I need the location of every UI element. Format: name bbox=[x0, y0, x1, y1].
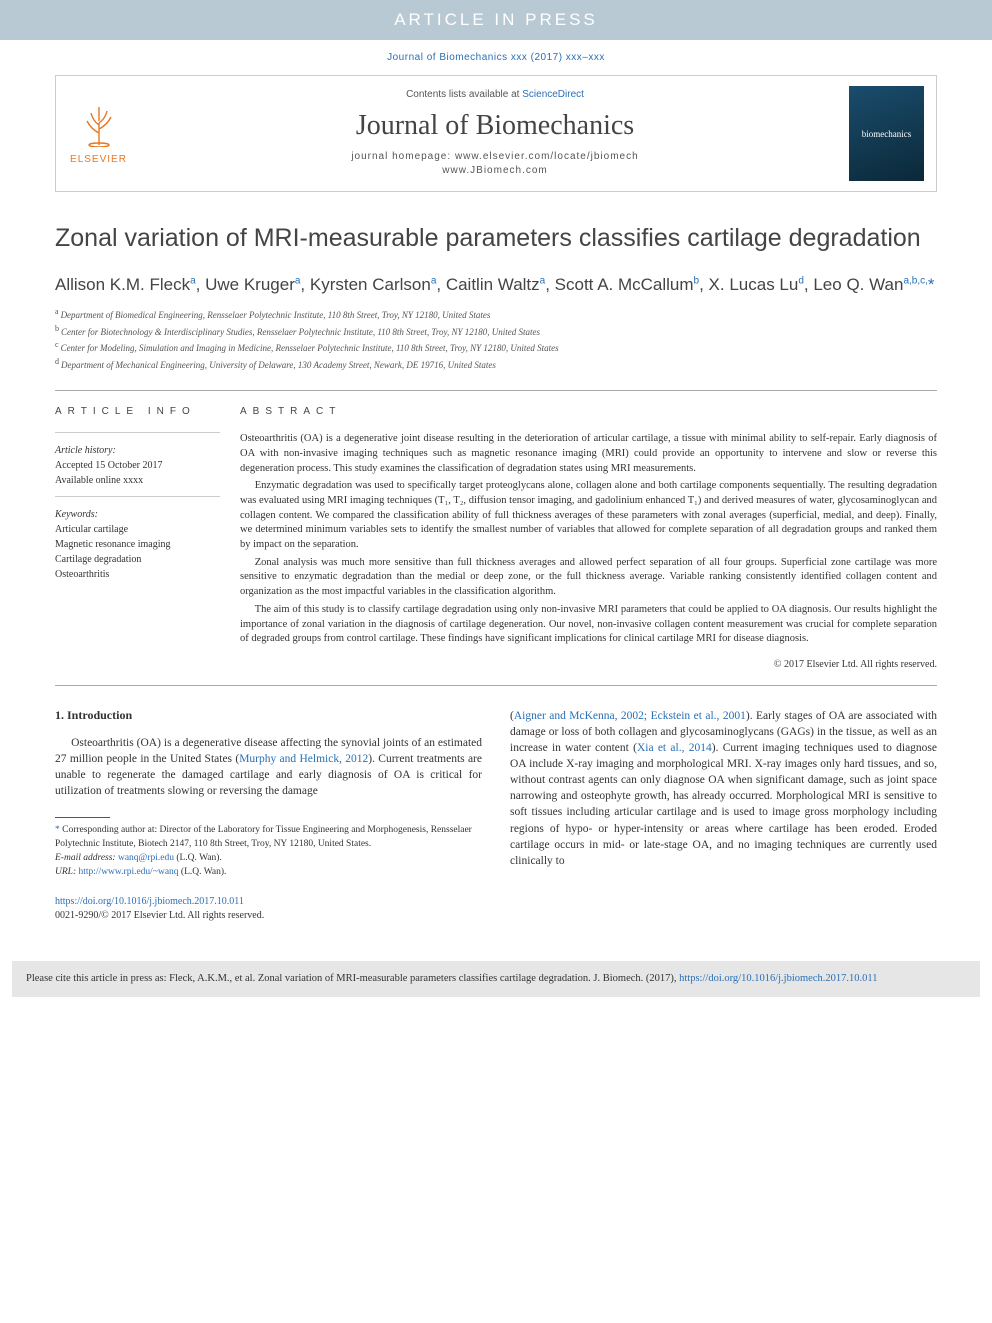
email-label: E-mail address: bbox=[55, 853, 116, 863]
journal-header: ELSEVIER Contents lists available at Sci… bbox=[55, 75, 937, 192]
article-title: Zonal variation of MRI-measurable parame… bbox=[55, 222, 937, 255]
elsevier-text: ELSEVIER bbox=[66, 154, 131, 165]
keywords-label: Keywords: bbox=[55, 507, 220, 522]
article-in-press-banner: ARTICLE IN PRESS bbox=[0, 0, 992, 40]
issn-copyright: 0021-9290/© 2017 Elsevier Ltd. All right… bbox=[55, 910, 264, 921]
section-heading-intro: 1. Introduction bbox=[55, 708, 482, 723]
contents-available: Contents lists available at ScienceDirec… bbox=[141, 89, 849, 100]
affiliation-line: aDepartment of Biomedical Engineering, R… bbox=[55, 306, 937, 323]
contents-prefix: Contents lists available at bbox=[406, 89, 522, 100]
journal-cover-thumbnail: biomechanics bbox=[849, 86, 924, 181]
corresponding-author-note: * Corresponding author at: Director of t… bbox=[55, 824, 482, 851]
abstract-paragraph: The aim of this study is to classify car… bbox=[240, 603, 937, 647]
affiliation-line: dDepartment of Mechanical Engineering, U… bbox=[55, 356, 937, 373]
keyword: Magnetic resonance imaging bbox=[55, 537, 220, 552]
body-column-right: (Aigner and McKenna, 2002; Eckstein et a… bbox=[510, 708, 937, 924]
keyword: Osteoarthritis bbox=[55, 567, 220, 582]
affiliations: aDepartment of Biomedical Engineering, R… bbox=[55, 306, 937, 372]
citation-footer-doi-link[interactable]: https://doi.org/10.1016/j.jbiomech.2017.… bbox=[679, 973, 877, 984]
email-link[interactable]: wanq@rpi.edu bbox=[118, 853, 174, 863]
doi-block: https://doi.org/10.1016/j.jbiomech.2017.… bbox=[55, 895, 482, 923]
article-info-sidebar: ARTICLE INFO Article history: Accepted 1… bbox=[55, 406, 240, 670]
doi-link[interactable]: https://doi.org/10.1016/j.jbiomech.2017.… bbox=[55, 896, 244, 907]
article-info-label: ARTICLE INFO bbox=[55, 406, 220, 417]
sciencedirect-link[interactable]: ScienceDirect bbox=[522, 89, 584, 100]
citation-footer: Please cite this article in press as: Fl… bbox=[12, 961, 980, 997]
abstract-copyright: © 2017 Elsevier Ltd. All rights reserved… bbox=[240, 659, 937, 670]
affiliation-line: cCenter for Modeling, Simulation and Ima… bbox=[55, 339, 937, 356]
keyword: Articular cartilage bbox=[55, 522, 220, 537]
elsevier-logo: ELSEVIER bbox=[56, 98, 141, 170]
journal-homepage: journal homepage: www.elsevier.com/locat… bbox=[141, 150, 849, 178]
affiliation-line: bCenter for Biotechnology & Interdiscipl… bbox=[55, 323, 937, 340]
url-paren: (L.Q. Wan). bbox=[181, 867, 227, 877]
abstract-paragraph: Osteoarthritis (OA) is a degenerative jo… bbox=[240, 432, 937, 476]
abstract-paragraph: Zonal analysis was much more sensitive t… bbox=[240, 556, 937, 600]
online-date: Available online xxxx bbox=[55, 473, 220, 488]
footnotes: * Corresponding author at: Director of t… bbox=[55, 824, 482, 879]
author-list: Allison K.M. Flecka, Uwe Krugera, Kyrste… bbox=[55, 273, 937, 297]
elsevier-tree-icon bbox=[66, 103, 131, 154]
footnote-separator bbox=[55, 817, 110, 818]
intro-paragraph: Osteoarthritis (OA) is a degenerative di… bbox=[55, 735, 482, 799]
citation-line: Journal of Biomechanics xxx (2017) xxx–x… bbox=[0, 40, 992, 75]
email-paren: (L.Q. Wan). bbox=[176, 853, 222, 863]
url-link[interactable]: http://www.rpi.edu/~wanq bbox=[79, 867, 179, 877]
journal-name: Journal of Biomechanics bbox=[141, 110, 849, 142]
keyword: Cartilage degradation bbox=[55, 552, 220, 567]
abstract: ABSTRACT Osteoarthritis (OA) is a degene… bbox=[240, 406, 937, 670]
body-column-left: 1. Introduction Osteoarthritis (OA) is a… bbox=[55, 708, 482, 924]
url-label: URL: bbox=[55, 867, 76, 877]
abstract-paragraph: Enzymatic degradation was used to specif… bbox=[240, 479, 937, 552]
intro-paragraph-cont: (Aigner and McKenna, 2002; Eckstein et a… bbox=[510, 708, 937, 869]
abstract-label: ABSTRACT bbox=[240, 406, 937, 417]
history-label: Article history: bbox=[55, 443, 220, 458]
accepted-date: Accepted 15 October 2017 bbox=[55, 458, 220, 473]
